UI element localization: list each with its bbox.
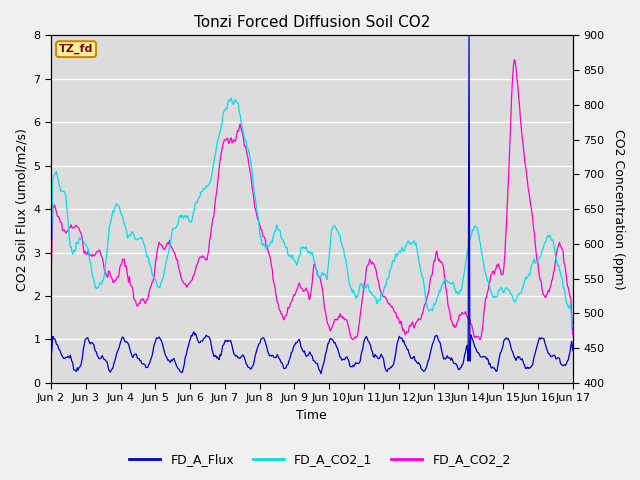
FD_A_Flux [396, 335, 404, 341]
Y-axis label: CO2 Concentration (ppm): CO2 Concentration (ppm) [612, 129, 625, 289]
FD_A_CO2_2 [140, 296, 147, 301]
FD_A_Flux [317, 371, 325, 376]
Line: FD_A_Flux: FD_A_Flux [51, 36, 573, 373]
FD_A_Flux [465, 33, 473, 38]
FD_A_CO2_1 [441, 276, 449, 282]
FD_A_CO2_2 [569, 332, 577, 337]
FD_A_CO2_2 [441, 275, 449, 280]
FD_A_Flux [355, 360, 363, 365]
FD_A_CO2_1 [227, 95, 235, 101]
FD_A_Flux [569, 348, 577, 353]
FD_A_Flux [140, 361, 147, 367]
FD_A_CO2_1 [47, 260, 55, 266]
Y-axis label: CO2 Soil Flux (umol/m2/s): CO2 Soil Flux (umol/m2/s) [15, 128, 28, 290]
FD_A_CO2_1 [569, 324, 577, 329]
FD_A_CO2_2 [181, 281, 189, 287]
FD_A_CO2_2 [396, 320, 404, 326]
FD_A_CO2_2 [47, 277, 55, 283]
FD_A_Flux [284, 362, 291, 368]
FD_A_CO2_2 [284, 311, 291, 316]
Line: FD_A_CO2_2: FD_A_CO2_2 [51, 60, 573, 339]
FD_A_CO2_2 [349, 336, 357, 342]
Legend: FD_A_Flux, FD_A_CO2_1, FD_A_CO2_2: FD_A_Flux, FD_A_CO2_1, FD_A_CO2_2 [124, 448, 516, 471]
FD_A_CO2_1 [140, 240, 147, 246]
FD_A_CO2_1 [396, 249, 404, 255]
FD_A_CO2_1 [355, 286, 363, 291]
X-axis label: Time: Time [296, 409, 327, 422]
FD_A_Flux [441, 355, 449, 361]
FD_A_CO2_2 [511, 57, 518, 62]
FD_A_Flux [181, 355, 189, 360]
Line: FD_A_CO2_1: FD_A_CO2_1 [51, 98, 573, 326]
Title: Tonzi Forced Diffusion Soil CO2: Tonzi Forced Diffusion Soil CO2 [194, 15, 430, 30]
FD_A_CO2_2 [355, 321, 363, 326]
FD_A_CO2_1 [284, 252, 292, 258]
Text: TZ_fd: TZ_fd [59, 44, 93, 54]
FD_A_CO2_1 [181, 213, 189, 219]
FD_A_Flux [47, 357, 55, 362]
